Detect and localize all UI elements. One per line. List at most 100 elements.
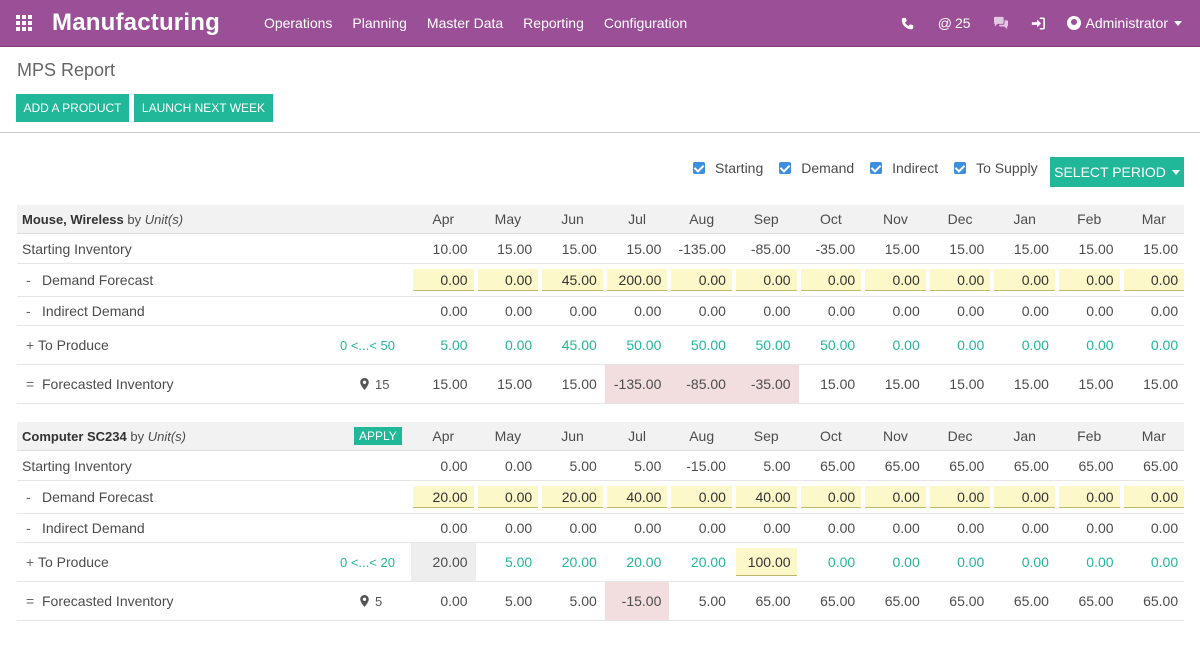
demand-forecast-input[interactable]: 0.00	[671, 486, 732, 508]
demand-forecast-input[interactable]: 0.00	[1123, 486, 1185, 508]
value-cell[interactable]: 40.00	[734, 481, 799, 513]
menu-reporting[interactable]: Reporting	[523, 15, 584, 31]
launch-next-week-button[interactable]: LAUNCH NEXT WEEK	[134, 94, 273, 122]
value-cell[interactable]: 45.00	[561, 337, 597, 353]
value-cell[interactable]: 0.00	[799, 481, 864, 513]
demand-forecast-input[interactable]: 0.00	[800, 269, 862, 291]
value-cell[interactable]: 0.00	[957, 554, 985, 570]
filter-to-supply[interactable]: To Supply	[954, 160, 1038, 176]
checkbox-checked-icon[interactable]	[954, 162, 967, 174]
demand-forecast-input[interactable]: 40.00	[606, 486, 668, 508]
value-cell[interactable]: 20.00	[561, 554, 597, 570]
demand-forecast-input[interactable]: 0.00	[671, 269, 732, 291]
value-cell[interactable]: 0.00	[827, 554, 856, 570]
value-cell[interactable]: 200.00	[605, 264, 670, 296]
value-cell[interactable]: 0.00	[1021, 337, 1049, 353]
value-cell[interactable]: 0.00	[476, 481, 541, 513]
value-cell[interactable]: 0.00	[863, 481, 928, 513]
value-cell[interactable]: 0.00	[411, 264, 476, 296]
value-cell[interactable]: 0.00	[928, 264, 993, 296]
value-cell[interactable]: 0.00	[1086, 337, 1114, 353]
value-cell[interactable]: 0.00	[476, 264, 541, 296]
value-cell[interactable]: 45.00	[540, 264, 605, 296]
value-cell[interactable]: 20.00	[690, 554, 726, 570]
safety-stock[interactable]: 5	[360, 594, 382, 609]
value-cell[interactable]: 0.00	[799, 264, 864, 296]
value-cell[interactable]: 0.00	[992, 481, 1057, 513]
value-cell[interactable]: 0.00	[734, 264, 799, 296]
filter-indirect[interactable]: Indirect	[870, 160, 938, 176]
value-cell[interactable]: 40.00	[605, 481, 670, 513]
value-cell[interactable]: 0.00	[928, 481, 993, 513]
value-cell[interactable]: 50.00	[820, 337, 856, 353]
chat-icon[interactable]	[993, 16, 1009, 30]
value-cell[interactable]: 0.00	[957, 337, 985, 353]
value-cell[interactable]: 0.00	[1122, 264, 1187, 296]
checkbox-checked-icon[interactable]	[779, 162, 792, 174]
demand-forecast-input[interactable]: 0.00	[1058, 269, 1120, 291]
filter-demand[interactable]: Demand	[779, 160, 854, 176]
value-cell[interactable]: 0.00	[1150, 554, 1179, 570]
value-cell[interactable]: 0.00	[1150, 337, 1179, 353]
value-cell[interactable]: 0.00	[669, 481, 734, 513]
demand-forecast-input[interactable]: 0.00	[477, 269, 539, 291]
value-cell[interactable]: 50.00	[626, 337, 662, 353]
demand-forecast-input[interactable]: 0.00	[735, 269, 797, 291]
value-cell[interactable]: 0.00	[863, 264, 928, 296]
value-cell[interactable]: 100.00	[734, 543, 799, 581]
add-product-button[interactable]: ADD A PRODUCT	[16, 94, 129, 122]
demand-forecast-input[interactable]: 20.00	[413, 486, 474, 508]
value-cell[interactable]: 20.00	[626, 554, 662, 570]
apps-grid-icon[interactable]	[16, 15, 34, 31]
demand-forecast-input[interactable]: 0.00	[477, 486, 539, 508]
value-cell[interactable]: 0.00	[892, 554, 920, 570]
menu-operations[interactable]: Operations	[263, 15, 333, 31]
mentions-counter[interactable]: @ 25	[938, 15, 971, 31]
demand-forecast-input[interactable]: 0.00	[994, 486, 1055, 508]
value-cell[interactable]: 0.00	[1021, 554, 1049, 570]
sign-in-icon[interactable]	[1031, 16, 1045, 30]
min-max-range-link[interactable]: 0 <...< 50	[340, 337, 395, 353]
demand-forecast-input[interactable]: 45.00	[542, 269, 603, 291]
demand-forecast-input[interactable]: 0.00	[1058, 486, 1120, 508]
value-cell[interactable]: 20.00	[540, 481, 605, 513]
filter-starting[interactable]: Starting	[693, 160, 763, 176]
demand-forecast-input[interactable]: 200.00	[606, 269, 668, 291]
demand-forecast-input[interactable]: 0.00	[929, 486, 991, 508]
apply-button[interactable]: APPLY	[354, 427, 402, 445]
select-period-button[interactable]: SELECT PERIOD	[1050, 157, 1184, 187]
menu-master-data[interactable]: Master Data	[426, 15, 504, 31]
phone-icon[interactable]	[901, 17, 914, 30]
demand-forecast-input[interactable]: 0.00	[413, 269, 474, 291]
value-cell[interactable]: 5.00	[504, 554, 533, 570]
app-brand[interactable]: Manufacturing	[52, 9, 220, 36]
value-cell[interactable]: 0.00	[1057, 264, 1122, 296]
safety-stock[interactable]: 15	[360, 377, 389, 392]
demand-forecast-input[interactable]: 0.00	[1123, 269, 1185, 291]
value-cell[interactable]: 20.00	[411, 481, 476, 513]
product-name[interactable]: Mouse, Wireless	[22, 211, 124, 227]
demand-forecast-input[interactable]: 40.00	[735, 486, 797, 508]
value-cell[interactable]: 0.00	[1057, 481, 1122, 513]
demand-forecast-input[interactable]: 0.00	[994, 269, 1055, 291]
checkbox-checked-icon[interactable]	[870, 162, 883, 174]
demand-forecast-input[interactable]: 0.00	[865, 269, 926, 291]
demand-forecast-input[interactable]: 0.00	[929, 269, 991, 291]
demand-forecast-input[interactable]: 0.00	[865, 486, 926, 508]
value-cell[interactable]: 0.00	[992, 264, 1057, 296]
value-cell[interactable]: 0.00	[892, 337, 920, 353]
value-cell[interactable]: 50.00	[690, 337, 726, 353]
value-cell[interactable]: 0.00	[504, 337, 533, 353]
value-cell[interactable]: 0.00	[1086, 554, 1114, 570]
checkbox-checked-icon[interactable]	[693, 162, 705, 174]
value-cell[interactable]: 50.00	[755, 337, 791, 353]
value-cell[interactable]: 0.00	[1122, 481, 1187, 513]
value-cell[interactable]: 5.00	[440, 337, 468, 353]
menu-configuration[interactable]: Configuration	[603, 15, 688, 31]
demand-forecast-input[interactable]: 0.00	[800, 486, 862, 508]
demand-forecast-input[interactable]: 20.00	[542, 486, 603, 508]
product-name[interactable]: Computer SC234	[22, 428, 127, 444]
to-produce-input[interactable]: 100.00	[735, 548, 797, 576]
menu-planning[interactable]: Planning	[352, 15, 407, 31]
min-max-range-link[interactable]: 0 <...< 20	[340, 554, 395, 570]
